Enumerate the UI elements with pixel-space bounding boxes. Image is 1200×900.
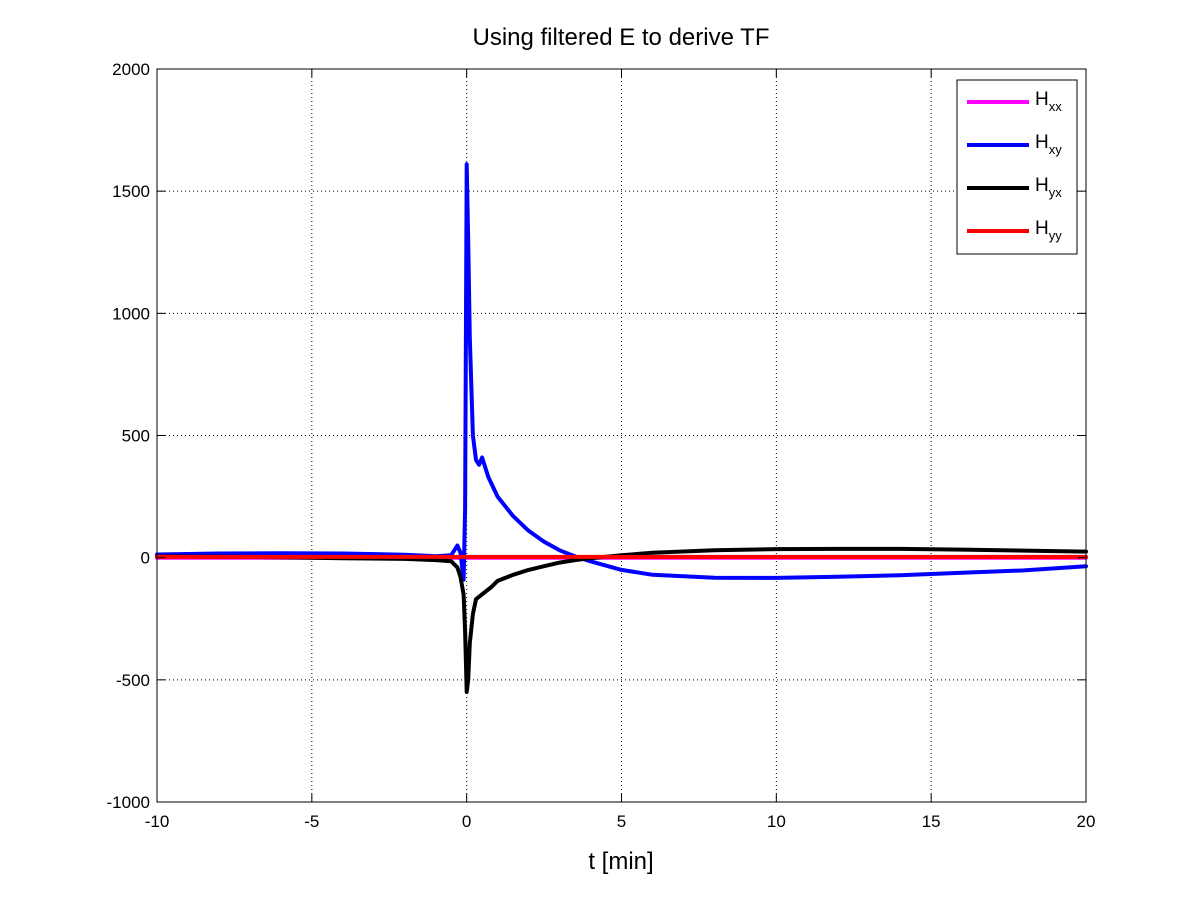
- x-tick-label: -5: [304, 812, 319, 831]
- legend-entry-hxx: Hxx: [1035, 89, 1062, 114]
- x-tick-label: 5: [617, 812, 626, 831]
- legend-entry-hxy: Hxy: [1035, 132, 1062, 157]
- y-tick-label: -500: [116, 671, 150, 690]
- series-lines: [155, 162, 1088, 694]
- y-tick-label: 2000: [112, 60, 150, 79]
- y-tick-label: -1000: [107, 793, 150, 812]
- y-tick-label: 0: [141, 549, 150, 568]
- legend-entry-hyy: Hyy: [1035, 218, 1062, 243]
- x-tick-label: 15: [922, 812, 941, 831]
- gridlines: [157, 69, 1086, 802]
- series-line-hyx: [155, 546, 1088, 694]
- legend-entry-hyx: Hyx: [1035, 175, 1062, 200]
- chart-title: Using filtered E to derive TF: [472, 24, 769, 51]
- axis-ticks: -10 -5 0 5 10 15 20 -1000 -500 0 500 1000 1500 2000: [107, 60, 1096, 831]
- x-tick-label: 20: [1077, 812, 1096, 831]
- x-tick-label: -10: [145, 812, 170, 831]
- y-tick-label: 1500: [112, 182, 150, 201]
- x-tick-label: 10: [767, 812, 786, 831]
- y-tick-label: 500: [122, 427, 150, 446]
- legend: Hxx Hxy Hyx Hyy: [956, 79, 1078, 255]
- legend-box: [956, 79, 1078, 255]
- x-tick-label: 0: [462, 812, 471, 831]
- y-tick-label: 1000: [112, 304, 150, 323]
- x-axis-label: t [min]: [588, 848, 653, 875]
